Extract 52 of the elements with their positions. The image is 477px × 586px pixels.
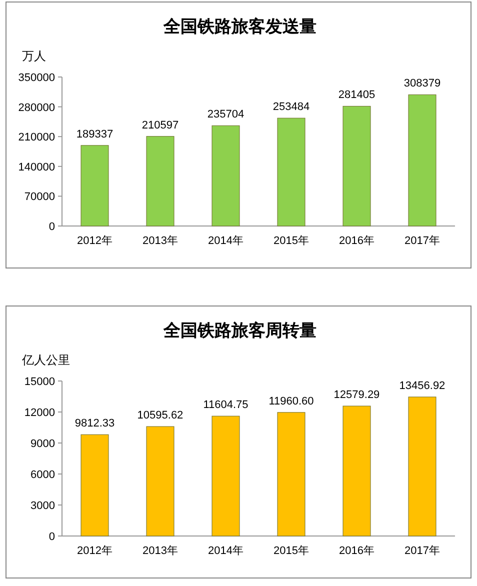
x-tick-label: 2017年	[404, 545, 440, 557]
bar	[212, 125, 240, 226]
y-tick-label: 70000	[24, 191, 55, 204]
x-tick-label: 2014年	[208, 545, 244, 557]
bar	[80, 145, 109, 226]
y-tick-label: 15000	[24, 376, 55, 388]
y-tick-label: 140000	[18, 161, 55, 174]
x-tick-label: 2016年	[339, 545, 374, 557]
y-tick-label: 6000	[30, 469, 55, 481]
x-tick-label: 2015年	[274, 545, 309, 557]
bar	[342, 106, 371, 226]
data-label: 11960.60	[268, 395, 314, 408]
bar	[80, 434, 109, 536]
x-tick-label: 2012年	[77, 235, 112, 247]
chart-title: 全国铁路旅客周转量	[162, 321, 316, 340]
x-tick-label: 2016年	[339, 235, 374, 247]
data-label: 308379	[404, 78, 441, 90]
x-tick-label: 2013年	[142, 235, 178, 247]
data-label: 13456.92	[399, 380, 446, 392]
data-label: 12579.29	[334, 389, 380, 402]
y-tick-label: 12000	[24, 407, 55, 419]
y-tick-label: 280000	[18, 102, 55, 114]
x-tick-label: 2012年	[77, 545, 112, 557]
bar	[408, 396, 436, 536]
x-tick-label: 2013年	[142, 545, 178, 557]
y-tick-label: 350000	[18, 72, 55, 84]
y-tick-label: 0	[48, 221, 55, 233]
x-tick-label: 2015年	[274, 235, 309, 247]
data-label: 281405	[338, 89, 376, 102]
bar	[342, 406, 371, 536]
y-tick-label: 9000	[30, 438, 55, 450]
bar	[277, 412, 306, 536]
y-tick-label: 3000	[30, 500, 55, 512]
y-axis-title: 亿人公里	[21, 353, 70, 367]
bar	[146, 136, 174, 226]
data-label: 11604.75	[203, 399, 248, 412]
bar	[277, 118, 306, 226]
y-axis-title: 万人	[22, 49, 46, 63]
data-label: 10595.62	[137, 410, 184, 422]
bar	[146, 426, 174, 536]
data-label: 189337	[76, 128, 114, 140]
x-tick-label: 2017年	[404, 235, 440, 247]
x-tick-label: 2014年	[208, 235, 244, 247]
chart-title: 全国铁路旅客发送量	[162, 17, 316, 36]
y-tick-label: 210000	[18, 132, 55, 144]
data-label: 9812.33	[74, 418, 115, 430]
y-tick-label: 0	[48, 531, 55, 543]
bar	[408, 94, 436, 226]
data-label: 235704	[207, 108, 244, 121]
data-label: 210597	[142, 119, 179, 132]
bar	[212, 416, 240, 536]
data-label: 253484	[272, 101, 310, 114]
